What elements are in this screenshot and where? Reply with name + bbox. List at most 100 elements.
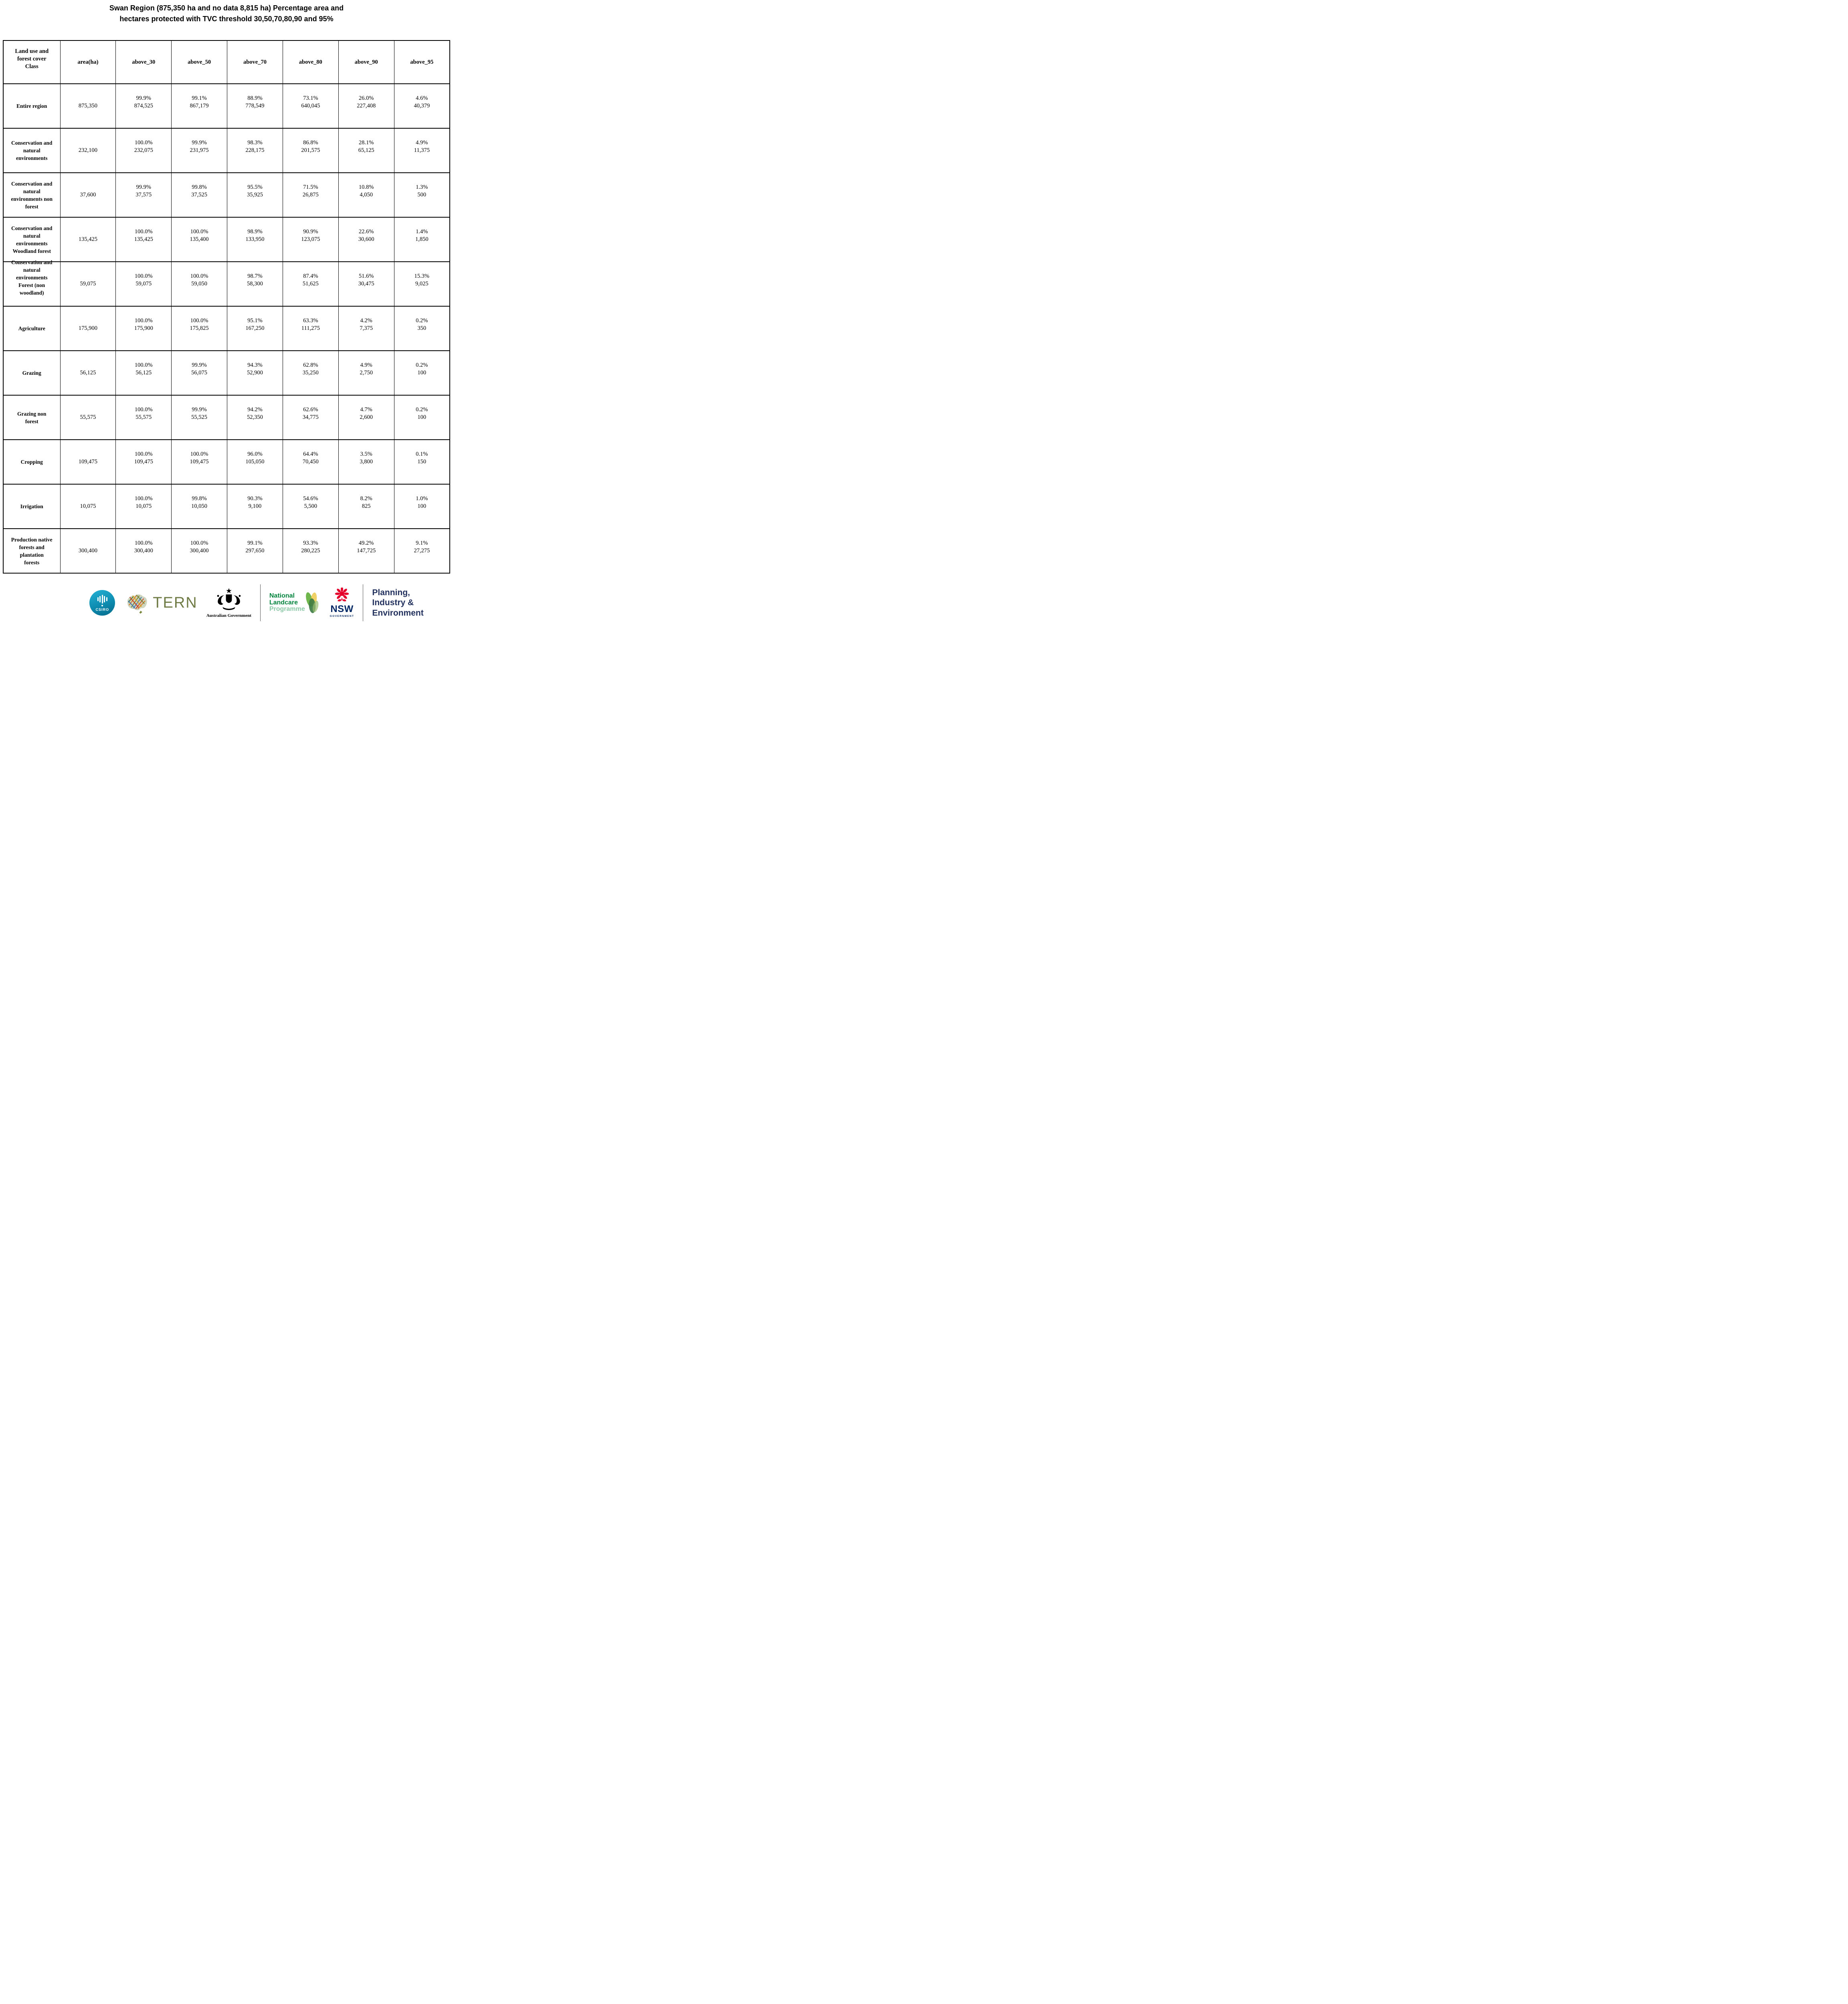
ha-value: 100	[417, 414, 427, 420]
col-header-above-80: above_80	[299, 59, 322, 65]
pct-value: 8.2%	[360, 495, 372, 502]
table-row: Cropping 109,475 100.0% 109,475 100.0% 109…	[3, 439, 450, 485]
ha-value: 201,575	[301, 147, 320, 154]
ha-value: 2,750	[360, 370, 373, 376]
pct-value: 100.0%	[190, 228, 208, 235]
table-row: Grazing 56,125 100.0% 56,125 99.9% 56,075 …	[3, 350, 450, 396]
ha-value: 56,075	[191, 370, 208, 376]
area-value: 232,100	[78, 147, 97, 154]
pct-value: 99.9%	[136, 95, 151, 101]
pct-value: 51.6%	[358, 273, 374, 279]
ha-value: 109,475	[190, 459, 209, 465]
ha-value: 135,425	[134, 236, 153, 242]
ha-value: 55,575	[135, 414, 152, 420]
landcare-line3: Programme	[269, 606, 305, 613]
csiro-label: CSIRO	[95, 607, 109, 612]
ha-value: 109,475	[134, 459, 153, 465]
area-value: 56,125	[80, 370, 96, 376]
col-header-above-90: above_90	[354, 59, 378, 65]
pct-value: 0.2%	[416, 317, 428, 324]
pct-value: 99.9%	[192, 139, 207, 146]
pct-value: 100.0%	[134, 495, 153, 502]
csiro-dot-icon	[101, 604, 103, 606]
pct-value: 90.3%	[247, 495, 263, 502]
table-row: Grazing non forest 55,575 100.0% 55,575 9…	[3, 395, 450, 440]
row-label: Conservation and natural environments Wo…	[11, 225, 53, 254]
pct-value: 63.3%	[303, 317, 318, 324]
table-header-row: Land use and forest cover Class area(ha)…	[3, 40, 450, 84]
ha-value: 40,379	[414, 103, 430, 109]
ha-value: 1,850	[415, 236, 429, 242]
tern-logo: TERN	[124, 591, 197, 615]
ha-value: 175,900	[134, 325, 153, 331]
row-label: Conservation and natural environments Fo…	[11, 259, 53, 296]
landcare-logo: National Landcare Programme	[269, 591, 321, 614]
pct-value: 4.9%	[416, 139, 428, 146]
ha-value: 5,500	[304, 503, 317, 509]
ha-value: 35,250	[302, 370, 319, 376]
area-value: 175,900	[78, 325, 97, 331]
ha-value: 167,250	[245, 325, 265, 331]
pct-value: 100.0%	[134, 139, 153, 146]
pct-value: 1.3%	[416, 184, 428, 190]
pct-value: 99.8%	[192, 495, 207, 502]
pct-value: 71.5%	[303, 184, 318, 190]
pct-value: 94.2%	[247, 406, 263, 413]
ha-value: 300,400	[134, 547, 153, 554]
landcare-line1: National	[269, 592, 295, 599]
ha-value: 56,125	[135, 370, 152, 376]
col-header-above-95: above_95	[410, 59, 434, 65]
ha-value: 867,179	[190, 103, 209, 109]
row-label: Agriculture	[18, 325, 45, 331]
ha-value: 500	[417, 192, 427, 198]
pct-value: 64.4%	[303, 451, 318, 457]
table-row: Conservation and natural environments Wo…	[3, 217, 450, 262]
ha-value: 231,975	[190, 147, 209, 154]
pct-value: 4.7%	[360, 406, 372, 413]
pct-value: 94.3%	[247, 362, 263, 368]
row-label: Conservation and natural environments	[11, 140, 53, 161]
landcare-line2: Landcare	[269, 599, 298, 606]
row-label: Conservation and natural environments no…	[11, 180, 53, 210]
pct-value: 4.2%	[360, 317, 372, 324]
ha-value: 123,075	[301, 236, 320, 242]
logos-bar: CSIRO TERN	[60, 582, 453, 624]
pct-value: 87.4%	[303, 273, 318, 279]
ha-value: 7,375	[360, 325, 373, 331]
ha-value: 37,575	[135, 192, 152, 198]
ha-value: 26,875	[302, 192, 319, 198]
pct-value: 95.1%	[247, 317, 263, 324]
pct-value: 1.4%	[416, 228, 428, 235]
planning-line3: Environment	[372, 608, 424, 618]
divider	[260, 584, 261, 621]
col-header-area: area(ha)	[77, 59, 99, 65]
table-row: Conservation and natural environments 23…	[3, 128, 450, 173]
ha-value: 228,175	[245, 147, 265, 154]
area-value: 300,400	[78, 547, 97, 554]
pct-value: 100.0%	[190, 540, 208, 546]
ha-value: 58,300	[247, 281, 263, 287]
pct-value: 62.6%	[303, 406, 318, 413]
ha-value: 59,075	[135, 281, 152, 287]
area-value: 37,600	[80, 192, 96, 198]
row-label: Production native forests and plantation…	[11, 536, 53, 566]
area-value: 109,475	[78, 459, 97, 465]
nsw-sub-label: GOVERNMENT	[330, 615, 354, 618]
ha-value: 778,549	[245, 103, 265, 109]
ha-value: 59,050	[191, 281, 208, 287]
table-row: Production native forests and plantation…	[3, 528, 450, 574]
col-header-above-30: above_30	[132, 59, 156, 65]
pct-value: 100.0%	[134, 406, 153, 413]
pct-value: 9.1%	[416, 540, 428, 546]
ha-value: 232,075	[134, 147, 153, 154]
pct-value: 86.8%	[303, 139, 318, 146]
nsw-government-logo: NSW GOVERNMENT	[330, 588, 354, 618]
ha-value: 30,600	[358, 236, 374, 242]
col-header-class: Land use and forest cover Class	[15, 48, 49, 70]
australian-government-label: Australian Government	[206, 613, 251, 618]
ha-value: 300,400	[190, 547, 209, 554]
ha-value: 100	[417, 503, 427, 509]
data-table: Land use and forest cover Class area(ha)…	[3, 40, 450, 574]
table-row: Conservation and natural environments Fo…	[3, 259, 450, 307]
row-label: Irrigation	[20, 503, 43, 509]
